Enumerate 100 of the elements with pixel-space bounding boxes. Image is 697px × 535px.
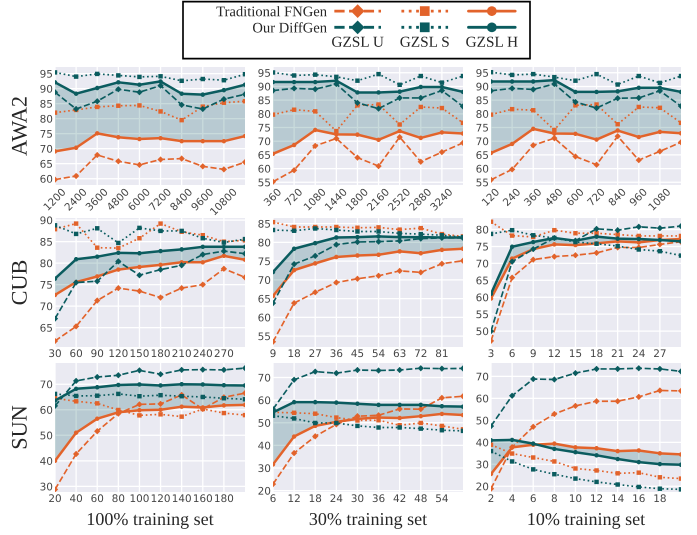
x-tick-label: 840 (608, 188, 626, 206)
x-tick-label: 8 (552, 494, 557, 502)
y-tick-label: 85 (40, 238, 52, 246)
y-tick-label: 55 (476, 310, 488, 318)
y-tick-label: 75 (258, 257, 270, 266)
y-tick-label: 20 (476, 482, 488, 490)
y-tick-label: 60 (40, 406, 52, 414)
x-tick-label: 48 (414, 494, 427, 502)
x-tick-label: 30 (49, 349, 61, 358)
y-tick-label: 55 (258, 332, 270, 340)
legend-label: Traditional FNGen (216, 6, 327, 16)
x-tick-label: 24 (330, 494, 342, 502)
x-tick-label: 12 (288, 494, 300, 502)
x-tick-label: 81 (436, 349, 448, 358)
y-tick-label: 85 (258, 96, 270, 104)
y-tick-label: 70 (40, 380, 52, 388)
x-tick-label: 16 (633, 494, 645, 502)
x-tick-label: 12 (548, 349, 560, 357)
x-tick-label: 270 (214, 349, 234, 358)
legend-label: Our DiffGen (252, 22, 327, 33)
x-tick-label: 42 (394, 494, 406, 502)
x-tick-label: 24 (632, 349, 645, 357)
y-tick-label: 20 (258, 486, 270, 495)
y-tick-label: 75 (476, 242, 488, 251)
y-tick-label: 50 (476, 416, 488, 424)
y-tick-label: 65 (40, 324, 52, 332)
x-axis-title: 30% training set (310, 512, 428, 529)
y-tick-label: 85 (40, 100, 52, 108)
text: GZSL S (400, 36, 449, 47)
y-tick-label: 80 (40, 114, 52, 123)
y-tick-label: 70 (40, 144, 52, 153)
y-tick-label: 65 (476, 276, 488, 284)
y-tick-label: 80 (258, 110, 270, 118)
y-tick-label: 60 (40, 174, 52, 183)
x-tick-label: 600 (565, 188, 584, 206)
x-tick-label: 36 (372, 494, 385, 502)
y-tick-label: 55 (476, 178, 488, 186)
y-tick-label: 70 (476, 137, 488, 146)
x-tick-label: 9 (270, 349, 276, 358)
x-tick-label: 14 (612, 494, 624, 502)
x-tick-label: 720 (586, 188, 606, 206)
x-tick-label: 120 (481, 188, 500, 206)
x-tick-label: 45 (351, 349, 364, 358)
y-tick-label: 70 (258, 137, 270, 146)
y-tick-label: 30 (40, 482, 52, 490)
y-tick-label: 70 (258, 276, 270, 284)
x-tick-label: 60 (70, 349, 82, 358)
x-tick-label: 21 (612, 349, 624, 357)
x-tick-label: 72 (415, 349, 426, 357)
x-tick-label: 960 (628, 188, 648, 206)
y-tick-label: 75 (258, 124, 270, 132)
x-tick-label: 720 (284, 188, 303, 206)
x-tick-label: 90 (91, 349, 104, 358)
x-tick-label: 60 (91, 494, 104, 502)
y-tick-label: 85 (258, 220, 270, 228)
y-tick-label: 65 (40, 160, 52, 168)
x-tick-label: 18 (591, 349, 602, 358)
x-tick-label: 4 (509, 494, 515, 502)
y-tick-label: 60 (476, 293, 488, 302)
y-axis-title: CUB (12, 260, 27, 304)
y-tick-label: 30 (258, 464, 270, 472)
x-tick-label: 360 (523, 188, 542, 206)
y-tick-label: 30 (476, 460, 488, 468)
x-tick-label: 54 (436, 494, 448, 502)
y-tick-label: 90 (40, 84, 52, 93)
x-tick-label: 63 (394, 349, 406, 358)
x-tick-label: 9 (530, 349, 536, 358)
y-tick-label: 90 (258, 82, 270, 91)
y-tick-label: 50 (476, 327, 488, 336)
y-axis-title: AWA2 (12, 97, 27, 156)
y-tick-label: 60 (258, 164, 270, 173)
y-tick-label: 80 (476, 110, 488, 118)
x-tick-label: 10 (570, 494, 582, 502)
x-tick-label: 180 (152, 349, 170, 358)
y-tick-label: 65 (258, 151, 270, 159)
y-tick-label: 95 (40, 70, 52, 78)
y-tick-label: 75 (40, 281, 52, 289)
y-tick-label: 60 (258, 314, 270, 322)
y-tick-label: 65 (476, 151, 488, 159)
y-tick-label: 50 (40, 432, 52, 440)
y-tick-label: 70 (476, 372, 488, 381)
y-tick-label: 95 (476, 68, 488, 77)
x-tick-label: 180 (215, 494, 234, 502)
x-tick-label: 6 (530, 494, 536, 502)
x-tick-label: 18 (288, 349, 300, 358)
y-tick-label: 50 (258, 418, 270, 427)
x-tick-label: 2 (488, 494, 494, 502)
y-tick-label: 95 (258, 68, 270, 77)
x-tick-label: 40 (70, 494, 82, 502)
x-tick-label: 140 (172, 494, 191, 502)
y-tick-label: 70 (258, 374, 270, 382)
y-tick-label: 40 (476, 438, 488, 446)
y-tick-label: 80 (40, 259, 52, 268)
y-tick-label: 60 (258, 396, 270, 404)
y-tick-label: 90 (40, 216, 52, 224)
y-tick-label: 70 (40, 302, 52, 310)
x-tick-label: 12 (591, 494, 602, 502)
y-tick-label: 65 (258, 294, 270, 303)
y-tick-label: 85 (476, 96, 488, 104)
x-tick-label: 210 (172, 349, 191, 358)
